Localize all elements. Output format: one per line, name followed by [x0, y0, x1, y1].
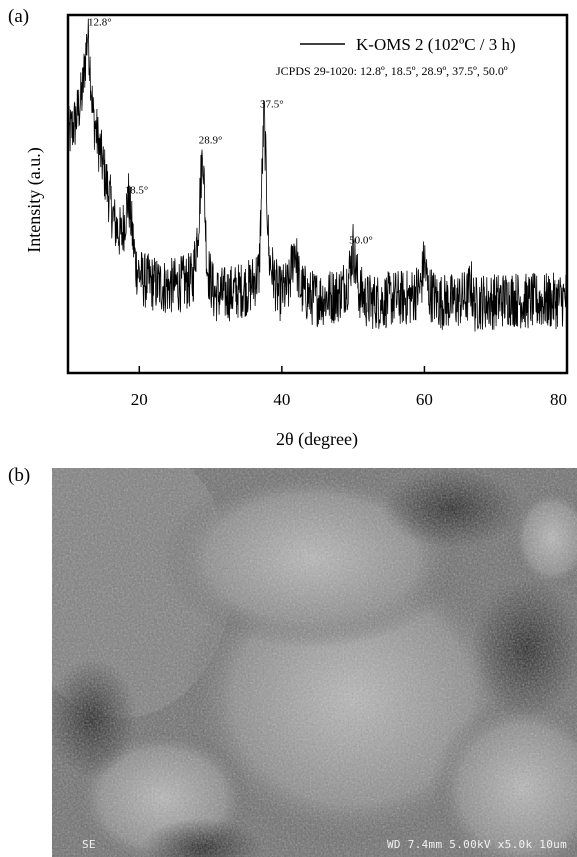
- sem-mode-label: SE: [82, 838, 96, 851]
- plot-frame: [66, 13, 569, 375]
- xrd-chart: 20 40 60 80 12.8° 18.5° 28.9° 37.5° 50.0° Intens…: [24, 13, 569, 450]
- panel-b-label: (b): [8, 465, 31, 486]
- x-tick-label-40: 40: [273, 390, 290, 409]
- xrd-plot-area: 20 40 60 80 12.8° 18.5° 28.9° 37.5° 50.0°: [66, 13, 569, 409]
- series-line-0: [67, 18, 568, 332]
- legend-label: K-OMS 2 (102ºC / 3 h): [356, 35, 516, 54]
- panel-a-label: (a): [8, 6, 30, 27]
- jcpds-annotation: JCPDS 29-1020: 12.8º, 18.5º, 28.9º, 37.5…: [276, 64, 508, 78]
- sem-info-bar: WD 7.4mm 5.00kV x5.0k 10um: [387, 838, 567, 851]
- peak-label-4: 50.0°: [349, 235, 373, 247]
- peak-label-3: 37.5°: [260, 99, 284, 111]
- sem-image: [52, 468, 577, 857]
- x-tick-label-60: 60: [416, 390, 433, 409]
- y-axis-label: Intensity (a.u.): [24, 147, 45, 252]
- x-axis-label: 2θ (degree): [276, 429, 358, 450]
- peak-label-0: 12.8°: [88, 16, 112, 28]
- x-tick-label-20: 20: [131, 390, 148, 409]
- x-tick-label-80: 80: [550, 390, 567, 409]
- peak-label-1: 18.5°: [125, 185, 149, 197]
- peak-label-2: 28.9°: [199, 134, 223, 146]
- sem-micrograph: SE WD 7.4mm 5.00kV x5.0k 10um: [52, 468, 577, 857]
